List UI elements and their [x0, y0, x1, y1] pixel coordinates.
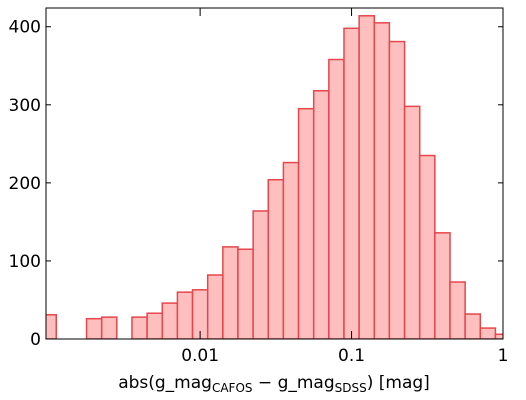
bar [85, 317, 103, 339]
bar [131, 316, 148, 339]
bar [403, 105, 421, 339]
bar [282, 161, 300, 339]
bar [176, 291, 194, 339]
bar [464, 313, 482, 339]
bar [494, 333, 503, 339]
bar [434, 232, 451, 339]
bar [146, 312, 164, 339]
bar [449, 281, 466, 339]
x-label-subscript: CAFOS [212, 381, 253, 395]
x-label-part: abs(g_mag [118, 373, 212, 393]
bar [297, 107, 315, 339]
bar [100, 316, 118, 339]
bar [252, 210, 270, 339]
bar [418, 154, 436, 339]
bar [373, 22, 391, 339]
y-tick-label: 300 [9, 96, 41, 116]
bar [46, 314, 58, 339]
x-tick-label: 0.1 [338, 346, 365, 366]
y-tick-label: 0 [30, 330, 41, 350]
bar [328, 58, 345, 339]
bar [479, 327, 497, 339]
x-label-part: − g_mag [253, 373, 335, 393]
bar [267, 178, 285, 339]
x-label-subscript: SDSS [335, 381, 367, 395]
x-tick-label: 1 [498, 346, 509, 366]
y-tick-label: 200 [9, 174, 41, 194]
x-tick-label: 0.01 [181, 346, 219, 366]
y-tick-label: 100 [9, 252, 41, 272]
bar [237, 248, 254, 339]
bar [312, 90, 330, 339]
bars [46, 15, 503, 339]
y-tick-label: 400 [9, 18, 41, 38]
bar [206, 274, 224, 339]
x-axis-label: abs(g_magCAFOS − g_magSDSS) [mag] [118, 373, 430, 395]
bar [343, 27, 360, 339]
bar [358, 15, 376, 339]
bar [388, 40, 406, 339]
bar [161, 302, 179, 339]
bar [222, 246, 239, 339]
x-label-part: ) [mag] [367, 373, 430, 393]
plot-frame [45, 7, 504, 340]
